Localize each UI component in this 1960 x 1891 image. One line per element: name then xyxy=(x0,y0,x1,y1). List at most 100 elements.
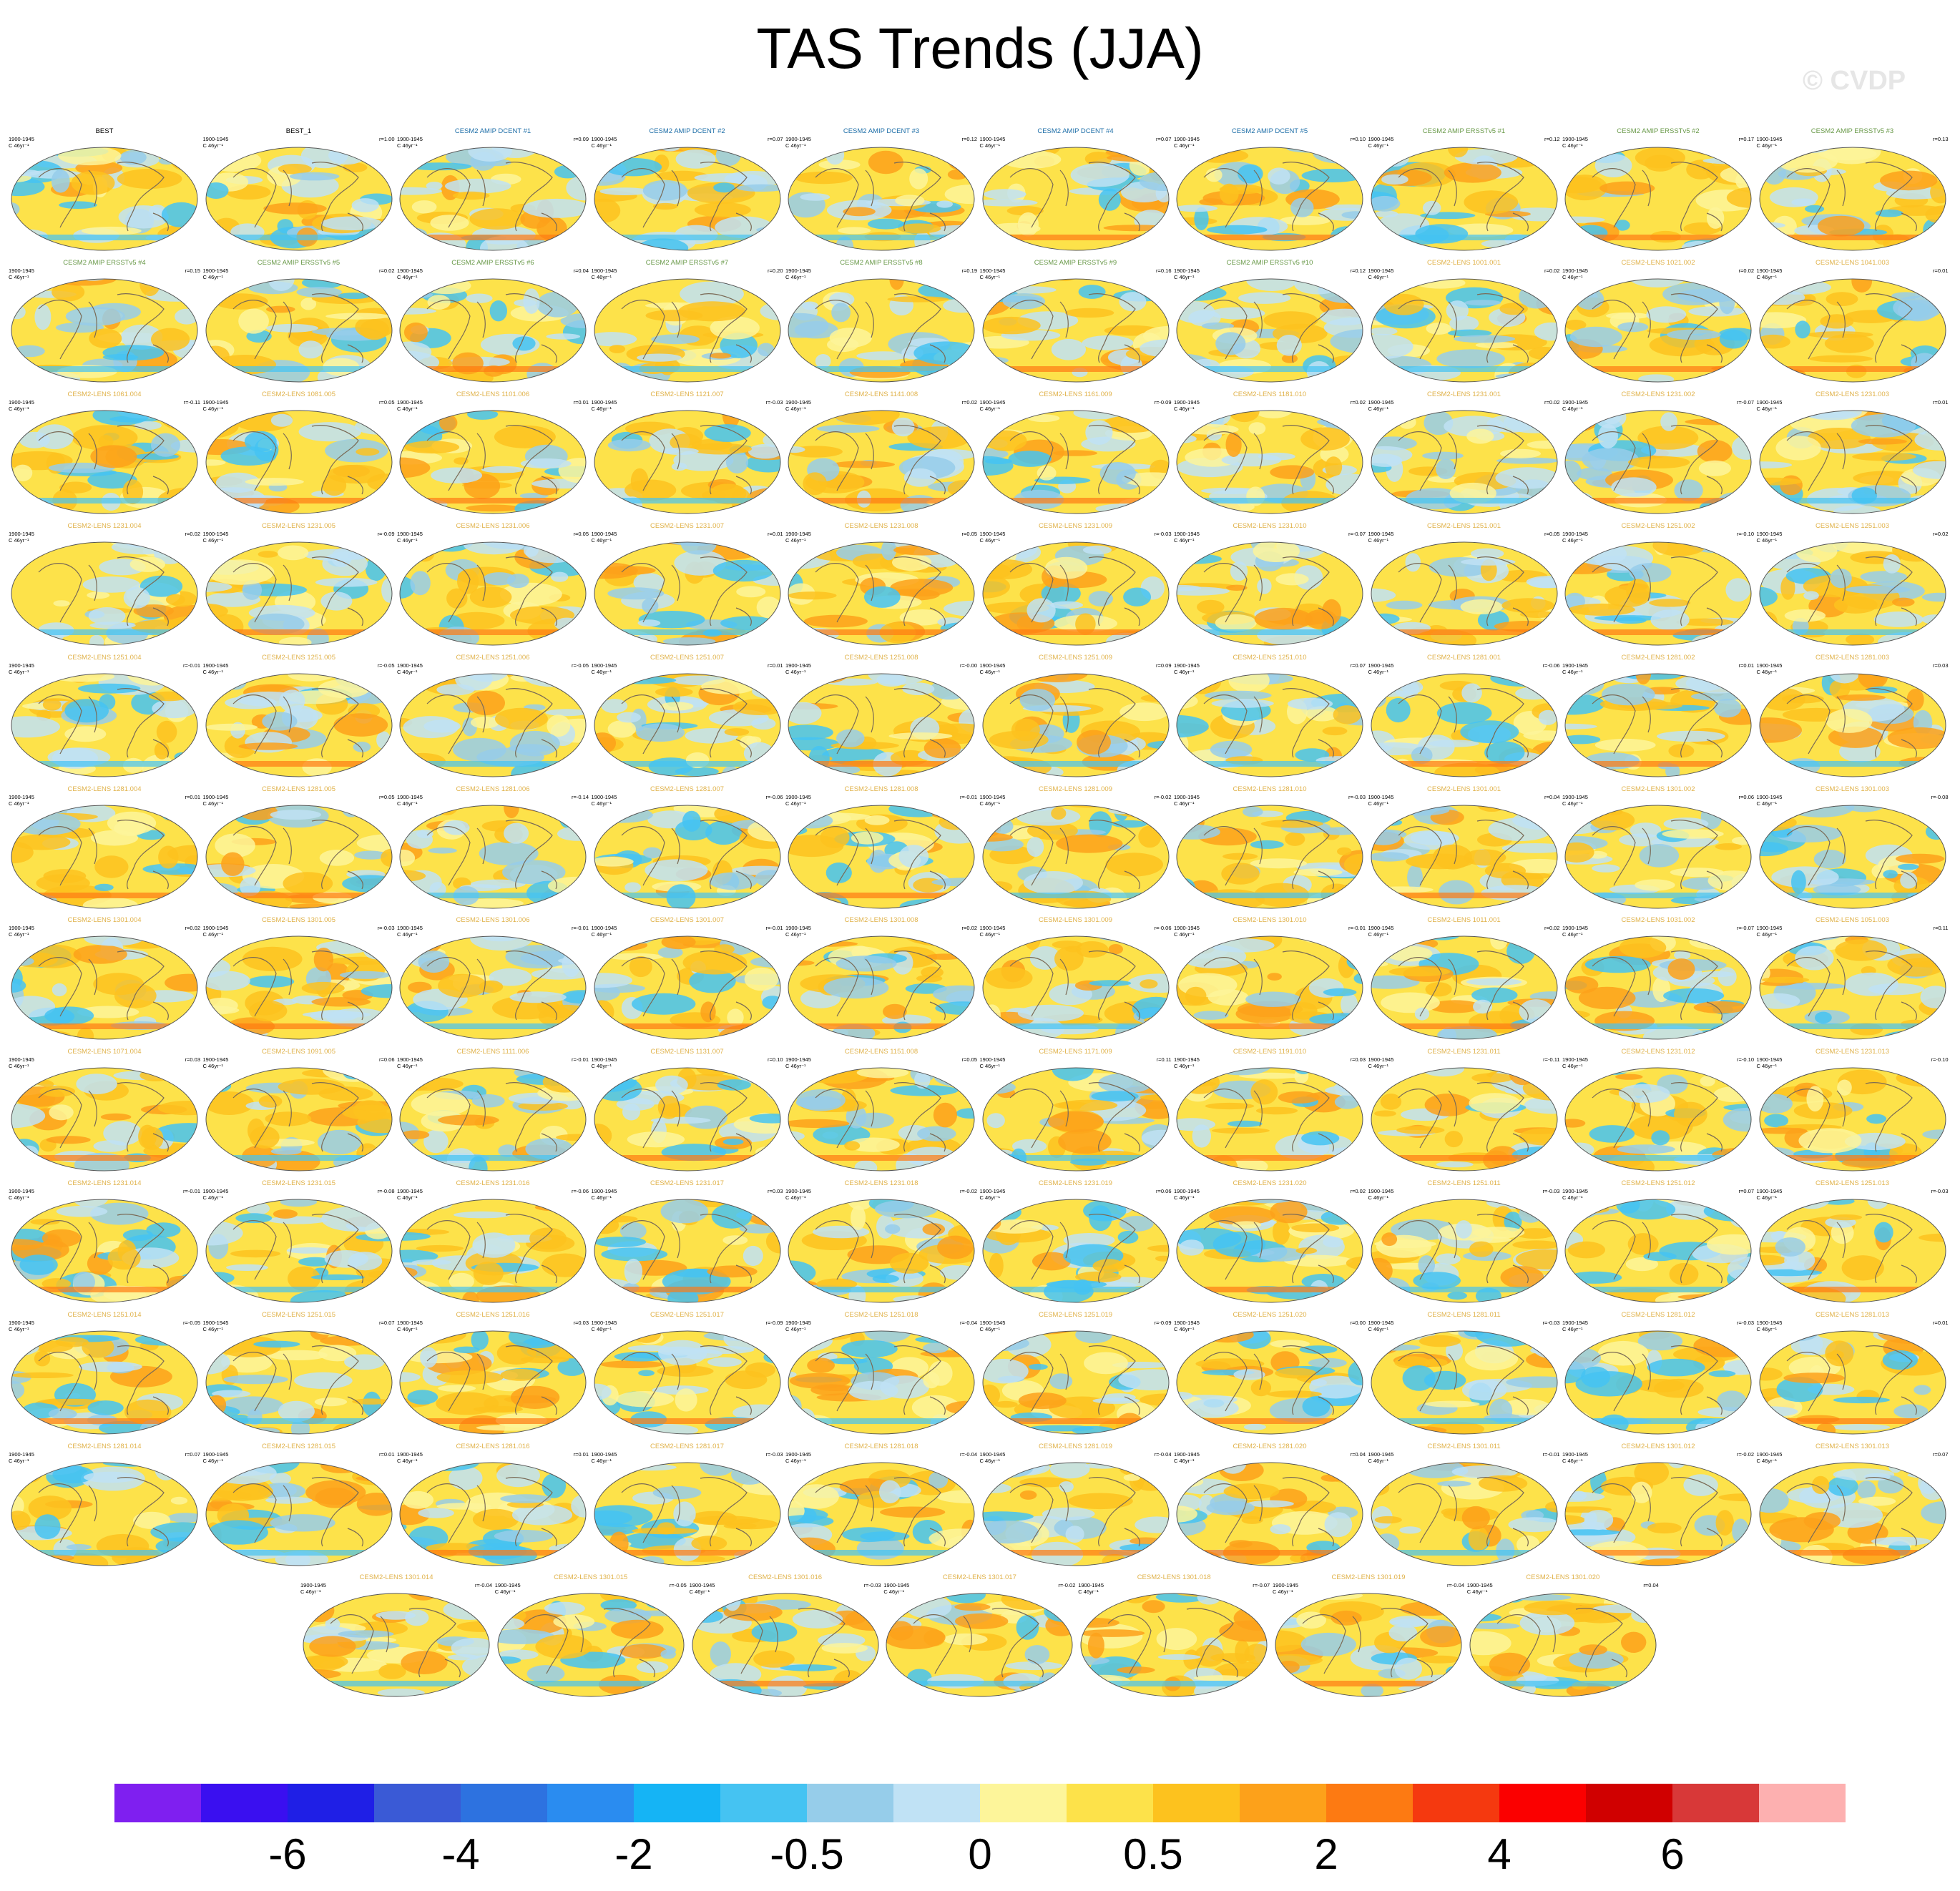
panel-title: CESM2-LENS 1061.004 xyxy=(67,390,142,398)
map-panel: CESM2-LENS 1061.004 1900-1945 C 46yr⁻¹ r=-0… xyxy=(7,391,202,518)
panel-title: CESM2 AMIP DCENT #1 xyxy=(454,127,531,135)
panel-title: CESM2-LENS 1281.018 xyxy=(844,1443,918,1450)
trend-map xyxy=(1176,935,1363,1040)
panel-period-label: 1900-1945 xyxy=(397,267,423,274)
panel-units-label: C 46yr⁻¹ xyxy=(1368,931,1389,938)
panel-units-label: C 46yr⁻¹ xyxy=(1756,536,1778,544)
panel-title: CESM2-LENS 1281.002 xyxy=(1621,653,1695,662)
trend-map xyxy=(982,1199,1169,1303)
trend-map xyxy=(788,935,975,1040)
panel-units-label: C 46yr⁻¹ xyxy=(202,800,224,807)
panel-correlation-label: r=0.02 xyxy=(1544,398,1560,406)
panel-title: CESM2-LENS 1281.019 xyxy=(1039,1443,1112,1450)
map-panel: CESM2 AMIP ERSSTv5 #3 1900-1945 C 46yr⁻¹ r=… xyxy=(1755,127,1950,255)
panel-period-label: 1900-1945 xyxy=(9,925,34,932)
panel-correlation-label: r=0.02 xyxy=(185,530,200,537)
page-title: TAS Trends (JJA) xyxy=(756,16,1204,80)
panel-units-label: C 46yr⁻¹ xyxy=(1174,668,1195,675)
trend-map xyxy=(1564,1462,1752,1566)
panel-correlation-label: r=-0.06 xyxy=(1154,925,1172,932)
colorbar-tick-label: 2 xyxy=(1314,1830,1338,1878)
trend-map xyxy=(1759,673,1946,777)
panel-units-label: C 46yr⁻¹ xyxy=(9,536,29,544)
map-panel: CESM2-LENS 1171.009 1900-1945 C 46yr⁻¹ r=0.… xyxy=(979,1048,1173,1175)
panel-units-label: C 46yr⁻¹ xyxy=(591,1063,612,1070)
panel-period-label: 1900-1945 xyxy=(397,398,423,406)
panel-period-label: 1900-1945 xyxy=(1174,1188,1200,1195)
panel-title: CESM2 AMIP DCENT #3 xyxy=(843,127,920,135)
panel-period-label: 1900-1945 xyxy=(979,398,1006,406)
panel-period-label: 1900-1945 xyxy=(979,1056,1006,1064)
map-panel: CESM2-LENS 1161.009 1900-1945 C 46yr⁻¹ r=-0… xyxy=(979,391,1173,518)
trend-map xyxy=(982,410,1169,514)
trend-map xyxy=(1176,1330,1363,1435)
panel-period-label: 1900-1945 xyxy=(785,1451,811,1458)
panel-units-label: C 46yr⁻¹ xyxy=(591,405,612,412)
panel-period-label: 1900-1945 xyxy=(1756,1320,1783,1327)
panel-title: CESM2-LENS 1301.009 xyxy=(1039,916,1112,925)
panel-period-label: 1900-1945 xyxy=(979,793,1006,800)
panel-title: CESM2-LENS 1021.002 xyxy=(1621,258,1695,267)
panel-title: CESM2-LENS 1231.012 xyxy=(1621,1048,1695,1056)
panel-title: CESM2 AMIP ERSSTv5 #1 xyxy=(1422,127,1506,135)
map-panel: CESM2-LENS 1231.002 1900-1945 C 46yr⁻¹ r=-0… xyxy=(1561,391,1755,518)
map-panel: CESM2-LENS 1281.005 1900-1945 C 46yr⁻¹ r=0.… xyxy=(202,785,396,913)
panel-units-label: C 46yr⁻¹ xyxy=(1756,800,1778,807)
map-panel: CESM2-LENS 1281.013 1900-1945 C 46yr⁻¹ r=0.… xyxy=(1755,1311,1950,1438)
panel-units-label: C 46yr⁻¹ xyxy=(397,142,418,149)
panel-period-label: 1900-1945 xyxy=(591,136,617,142)
panel-correlation-label: r=-0.04 xyxy=(475,1582,492,1588)
panel-title: CESM2-LENS 1251.017 xyxy=(650,1311,724,1320)
panel-period-label: 1900-1945 xyxy=(1756,1451,1783,1458)
trend-map xyxy=(1759,410,1946,514)
map-panel: CESM2-LENS 1231.001 1900-1945 C 46yr⁻¹ r=0.… xyxy=(1367,391,1562,518)
map-panel: CESM2-LENS 1231.015 1900-1945 C 46yr⁻¹ r=-0… xyxy=(202,1179,396,1307)
panel-units-label: C 46yr⁻¹ xyxy=(785,931,806,938)
panel-correlation-label: r=-0.02 xyxy=(1737,1451,1754,1458)
trend-map xyxy=(1176,410,1363,514)
panel-units-label: C 46yr⁻¹ xyxy=(1368,1458,1389,1464)
map-panel: CESM2-LENS 1251.019 1900-1945 C 46yr⁻¹ r=-0… xyxy=(979,1311,1173,1438)
panel-period-label: 1900-1945 xyxy=(9,662,34,669)
panel-correlation-label: r=-0.07 xyxy=(1737,398,1754,406)
trend-map xyxy=(982,278,1169,383)
panel-units-label: C 46yr⁻¹ xyxy=(397,1458,418,1464)
panel-units-label: C 46yr⁻¹ xyxy=(785,1063,806,1070)
map-panel: CESM2-LENS 1251.008 1900-1945 C 46yr⁻¹ r=-0… xyxy=(784,654,979,781)
panel-period-label: 1900-1945 xyxy=(979,1320,1006,1327)
trend-map xyxy=(594,278,780,383)
panel-units-label: C 46yr⁻¹ xyxy=(1174,405,1195,412)
panel-period-label: 1900-1945 xyxy=(1562,530,1588,537)
panel-correlation-label: r=-0.05 xyxy=(572,662,589,669)
map-panel: CESM2-LENS 1281.020 1900-1945 C 46yr⁻¹ r=0.… xyxy=(1172,1443,1367,1570)
panel-units-label: C 46yr⁻¹ xyxy=(9,1063,29,1070)
panel-correlation-label: r=0.06 xyxy=(1738,793,1754,800)
panel-units-label: C 46yr⁻¹ xyxy=(1562,536,1583,544)
panel-units-label: C 46yr⁻¹ xyxy=(1756,1326,1778,1333)
trend-map xyxy=(1176,541,1363,646)
panel-period-label: 1900-1945 xyxy=(397,1320,423,1327)
panel-title: CESM2-LENS 1301.011 xyxy=(1427,1443,1501,1450)
panel-period-label: 1900-1945 xyxy=(1174,398,1200,406)
panel-units-label: C 46yr⁻¹ xyxy=(1562,1063,1583,1070)
panel-period-label: 1900-1945 xyxy=(1756,1056,1783,1064)
trend-map xyxy=(11,1330,198,1435)
trend-map xyxy=(1371,1330,1557,1435)
panel-correlation-label: r=0.01 xyxy=(185,793,200,800)
panel-title: CESM2-LENS 1171.009 xyxy=(1039,1048,1112,1056)
map-panel: CESM2-LENS 1251.004 1900-1945 C 46yr⁻¹ r=-0… xyxy=(7,654,202,781)
panel-title: CESM2 AMIP DCENT #4 xyxy=(1037,127,1114,135)
panel-period-label: 1900-1945 xyxy=(1368,662,1394,669)
panel-title: CESM2 AMIP ERSSTv5 #4 xyxy=(63,258,146,267)
panel-correlation-label: r=-0.03 xyxy=(377,925,395,932)
panel-title: CESM2 AMIP ERSSTv5 #3 xyxy=(1810,127,1894,135)
map-panel: CESM2-LENS 1301.014 1900-1945 C 46yr⁻¹ r=-0… xyxy=(299,1573,494,1701)
panel-title: CESM2-LENS 1121.007 xyxy=(650,390,724,398)
map-panel: CESM2 AMIP ERSSTv5 #2 1900-1945 C 46yr⁻¹ r=… xyxy=(1561,127,1755,255)
panel-units-label: C 46yr⁻¹ xyxy=(1756,1063,1778,1070)
panel-title: CESM2-LENS 1301.007 xyxy=(650,916,724,925)
map-panels-grid: BEST 1900-1945 C 46yr⁻¹ BEST_1 1900-1945 C 46… xyxy=(7,127,1950,1701)
panel-units-label: C 46yr⁻¹ xyxy=(979,1194,1001,1202)
panel-title: CESM2-LENS 1281.008 xyxy=(844,785,918,793)
map-panel: CESM2 AMIP DCENT #5 1900-1945 C 46yr⁻¹ r=0.… xyxy=(1172,127,1367,255)
